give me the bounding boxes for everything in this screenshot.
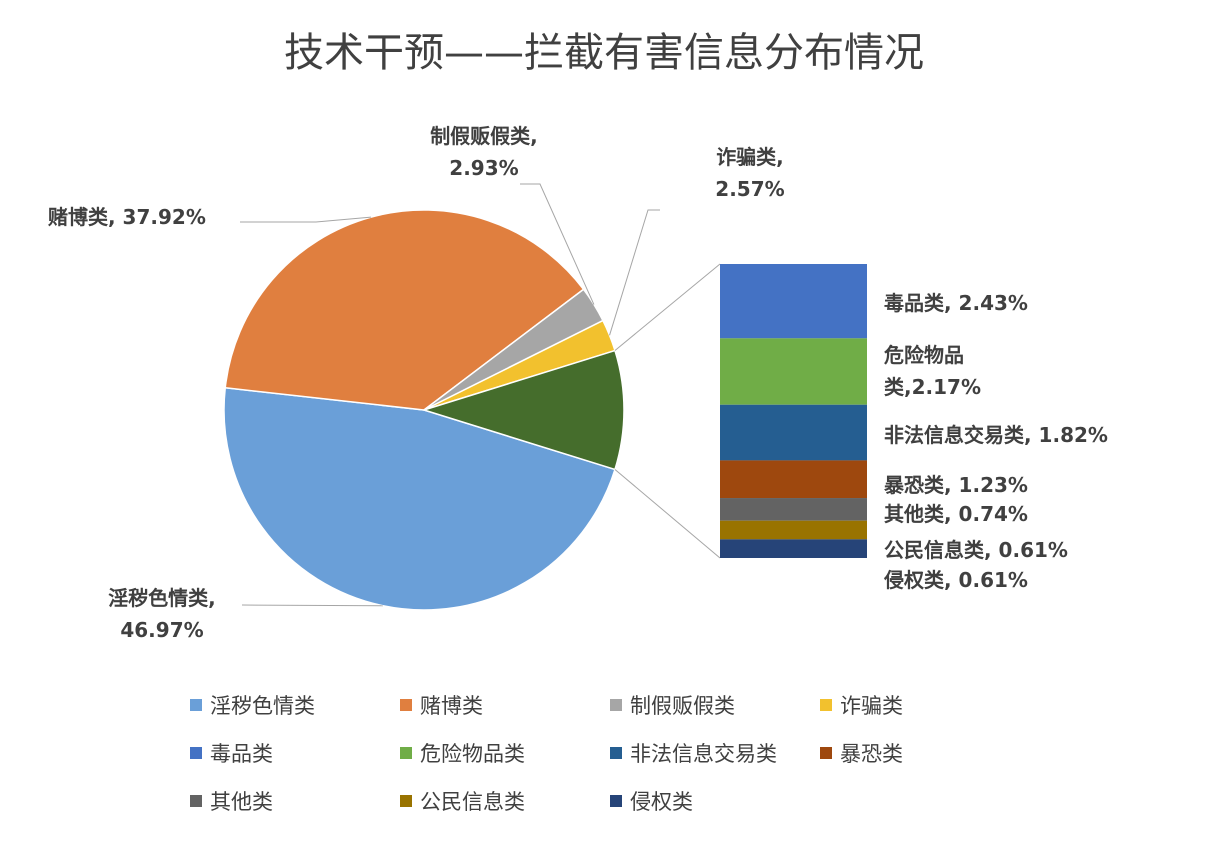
legend-swatch <box>820 747 832 759</box>
connector-line-top <box>614 263 721 351</box>
legend-item-7: 暴恐类 <box>820 738 903 768</box>
legend-item-2: 制假贩假类 <box>610 690 735 720</box>
bar-segment-3 <box>720 460 867 499</box>
legend-label: 制假贩假类 <box>630 694 735 718</box>
legend-item-1: 赌博类 <box>400 690 483 720</box>
connector-group <box>614 263 721 559</box>
chart-title: 技术干预——拦截有害信息分布情况 <box>284 30 924 76</box>
pie-group <box>223 209 625 611</box>
legend-label: 赌博类 <box>420 694 483 718</box>
connector-line-bottom <box>614 469 721 559</box>
leader-line-2 <box>520 183 595 305</box>
legend-swatch <box>610 699 622 711</box>
legend-swatch <box>190 699 202 711</box>
legend-label: 公民信息类 <box>420 790 525 814</box>
legend-item-4: 毒品类 <box>190 738 273 768</box>
legend-swatch <box>400 795 412 807</box>
legend-label: 毒品类 <box>210 742 273 766</box>
legend-item-8: 其他类 <box>190 786 273 816</box>
bar-segment-1 <box>720 338 867 405</box>
legend-label: 淫秽色情类 <box>210 694 315 718</box>
legend-swatch <box>400 699 412 711</box>
legend-label: 危险物品类 <box>420 742 525 766</box>
bar-segment-5 <box>720 520 867 540</box>
legend-item-0: 淫秽色情类 <box>190 690 315 720</box>
bar-label-4: 其他类, 0.74% <box>884 502 1028 526</box>
legend-label: 诈骗类 <box>840 694 903 718</box>
legend-label: 非法信息交易类 <box>630 742 777 766</box>
pie-label-3: 诈骗类, 2.57% <box>715 145 784 201</box>
bar-label-3: 暴恐类, 1.23% <box>884 473 1028 497</box>
bar-label-5: 公民信息类, 0.61% <box>884 538 1068 562</box>
legend-swatch <box>610 747 622 759</box>
pie-label-2: 制假贩假类, 2.93% <box>430 124 538 180</box>
bar-of-pie-chart: 淫秽色情类, 46.97% 赌博类, 37.92% 制假贩假类, 2.93% 诈骗类, 2.… <box>48 124 1108 642</box>
bar-label-1: 危险物品类,2.17% <box>884 343 981 399</box>
bar-segment-2 <box>720 404 867 461</box>
legend-swatch <box>190 747 202 759</box>
data-label-group: 淫秽色情类, 46.97% 赌博类, 37.92% 制假贩假类, 2.93% 诈骗类, 2.… <box>48 124 1108 642</box>
legend-swatch <box>400 747 412 759</box>
bar-segment-0 <box>720 264 867 339</box>
leader-line-1 <box>240 216 372 223</box>
legend-swatch <box>820 699 832 711</box>
legend-item-10: 侵权类 <box>610 786 693 816</box>
legend-label: 其他类 <box>210 790 273 814</box>
leader-line-3 <box>609 209 660 336</box>
pie-slice-1 <box>224 209 585 411</box>
legend-item-6: 非法信息交易类 <box>610 738 777 768</box>
bar-segment-6 <box>720 539 867 558</box>
legend-item-3: 诈骗类 <box>820 690 903 720</box>
bar-label-6: 侵权类, 0.61% <box>883 568 1028 592</box>
legend-label: 侵权类 <box>630 790 693 814</box>
leader-line-0 <box>241 604 383 607</box>
pie-slice-0 <box>223 386 616 611</box>
bar-label-2: 非法信息交易类, 1.82% <box>884 423 1108 447</box>
legend-item-5: 危险物品类 <box>400 738 525 768</box>
legend-item-9: 公民信息类 <box>400 786 525 816</box>
legend-swatch <box>190 795 202 807</box>
legend-label: 暴恐类 <box>840 742 903 766</box>
pie-slice-4 <box>421 349 625 471</box>
pie-label-1: 赌博类, 37.92% <box>48 205 206 229</box>
bar-segment-4 <box>720 498 867 521</box>
stacked-bar-group <box>720 264 867 558</box>
legend-swatch <box>610 795 622 807</box>
bar-label-0: 毒品类, 2.43% <box>884 291 1028 315</box>
pie-label-0: 淫秽色情类, 46.97% <box>108 586 216 642</box>
